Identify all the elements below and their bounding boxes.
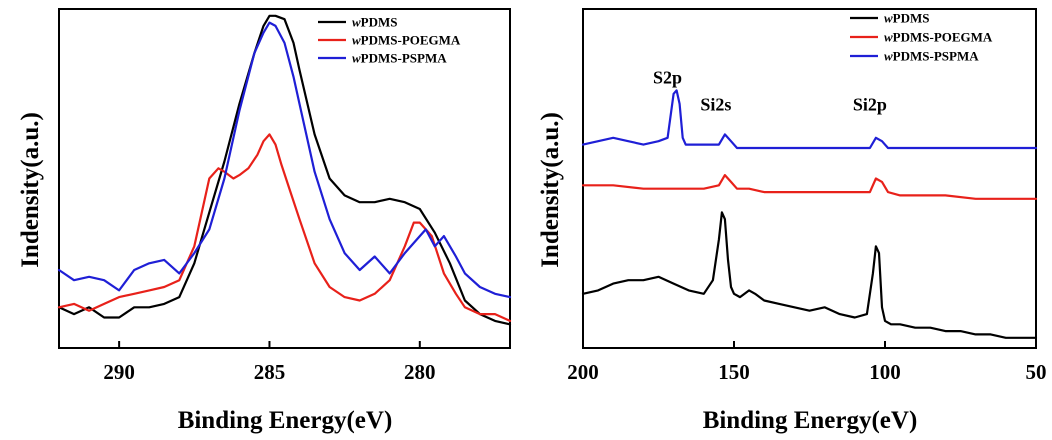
- x-tick-label: 200: [567, 360, 599, 384]
- x-tick-label: 285: [254, 360, 286, 384]
- x-tick-label: 150: [718, 360, 750, 384]
- series-line-1: [57, 14, 512, 326]
- right-peak-annotations: S2p Si2s Si2p: [653, 68, 887, 115]
- legend-label: wPDMS: [884, 11, 930, 26]
- right-y-axis-title: Indensity(a.u.): [537, 112, 564, 268]
- right-x-ticks: 200 150 100 50: [567, 341, 1047, 384]
- left-plot-frame: [58, 8, 511, 349]
- x-tick-label: 280: [404, 360, 436, 384]
- legend-label: wPDMS: [352, 15, 398, 30]
- left-x-ticks: 290 285 280: [103, 341, 436, 384]
- series-line-2: [581, 174, 1038, 200]
- right-x-axis-title: Binding Energy(eV): [703, 407, 918, 434]
- x-tick-label: 290: [103, 360, 135, 384]
- right-chart: 200 150 100 50 wPDMS wPDMS-POEGMA wPDMS-PSPMA…: [537, 8, 1047, 434]
- x-tick-label: 50: [1026, 360, 1047, 384]
- legend-label: wPDMS-POEGMA: [884, 30, 993, 45]
- x-tick-label: 100: [869, 360, 901, 384]
- right-legend: wPDMS wPDMS-POEGMA wPDMS-PSPMA: [850, 11, 993, 64]
- series-line-2: [57, 133, 512, 322]
- left-legend: wPDMS wPDMS-POEGMA wPDMS-PSPMA: [318, 15, 461, 66]
- left-y-axis-title: Indensity(a.u.): [17, 112, 44, 268]
- legend-label: wPDMS-PSPMA: [352, 51, 447, 66]
- series-line-1: [581, 211, 1038, 339]
- peak-label: Si2p: [853, 95, 887, 115]
- right-series-group: [581, 89, 1038, 339]
- left-chart: 290 285 280 wPDMS wPDMS-POEGMA wPDMS-PSPMA B…: [17, 8, 512, 434]
- left-x-axis-title: Binding Energy(eV): [178, 407, 393, 434]
- series-line-3: [581, 89, 1038, 150]
- legend-label: wPDMS-PSPMA: [884, 49, 979, 64]
- peak-label: S2p: [653, 68, 682, 88]
- left-series-group: [57, 14, 512, 326]
- series-line-3: [57, 21, 512, 299]
- legend-label: wPDMS-POEGMA: [352, 33, 461, 48]
- right-plot-frame: [582, 8, 1037, 349]
- peak-label: Si2s: [700, 95, 731, 115]
